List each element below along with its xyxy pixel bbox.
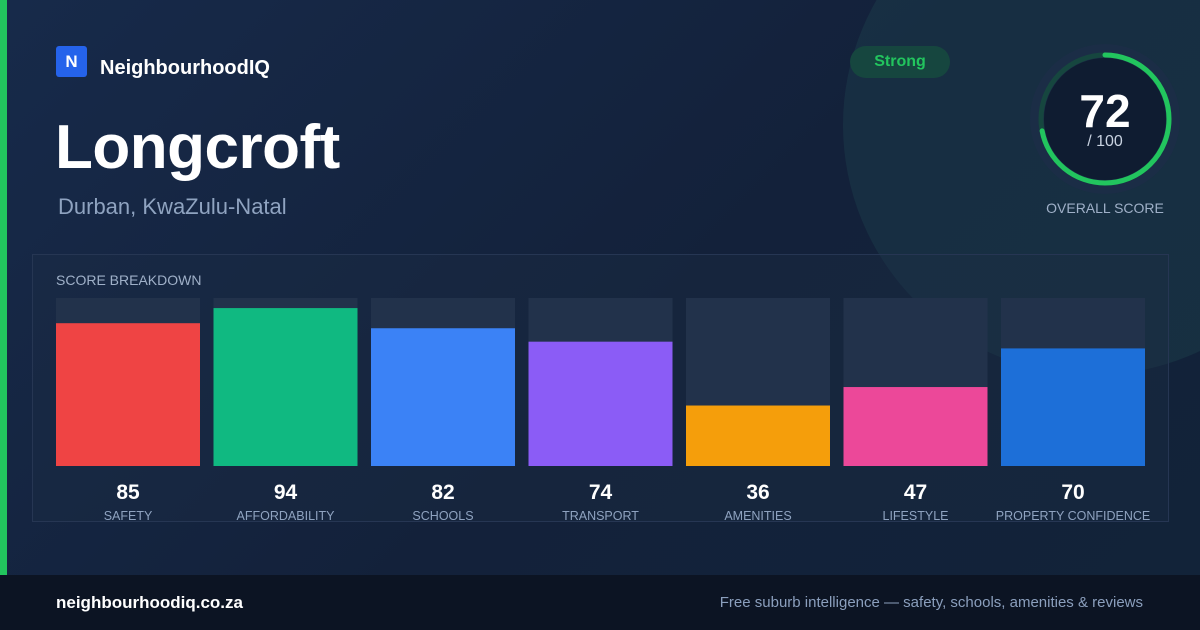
brand-name: NeighbourhoodIQ xyxy=(100,57,270,79)
bar-affordability xyxy=(213,308,358,466)
suburb-title: Longcroft xyxy=(55,113,340,182)
bar-category-label: AMENITIES xyxy=(724,509,791,523)
bar-category-label: PROPERTY CONFIDENCE xyxy=(996,509,1150,523)
bar-safety xyxy=(56,323,200,466)
bar-value-label: 36 xyxy=(746,481,769,504)
suburb-location: Durban, KwaZulu-Natal xyxy=(58,194,287,219)
bar-category-label: TRANSPORT xyxy=(562,509,639,523)
bar-property-confidence xyxy=(1001,348,1145,466)
overall-score-max: / 100 xyxy=(1087,133,1123,150)
footer-url: neighbourhoodiq.co.za xyxy=(56,593,243,612)
bar-category-label: LIFESTYLE xyxy=(883,509,949,523)
bar-category-label: SAFETY xyxy=(104,509,153,523)
bar-schools xyxy=(371,328,515,466)
footer xyxy=(0,575,1200,630)
bar-lifestyle xyxy=(843,387,988,466)
bar-category-label: AFFORDABILITY xyxy=(237,509,336,523)
bar-amenities xyxy=(686,405,830,466)
bar-value-label: 94 xyxy=(274,481,298,504)
bar-value-label: 82 xyxy=(431,481,454,504)
rating-badge: Strong xyxy=(850,46,950,78)
score-breakdown-chart: 85 SAFETY 94 AFFORDABILITY 82 SCHOOLS 74 TRANSP… xyxy=(56,298,1150,523)
brand-logo-icon: N xyxy=(56,46,87,77)
footer-tagline: Free suburb intelligence — safety, schoo… xyxy=(719,594,1143,611)
bar-category-label: SCHOOLS xyxy=(412,509,473,523)
overall-score-gauge xyxy=(1030,44,1180,194)
overall-score-value: 72 xyxy=(1079,85,1131,137)
score-breakdown-title: SCORE BREAKDOWN xyxy=(56,272,202,288)
overall-score-caption: OVERALL SCORE xyxy=(1046,200,1164,216)
gauge-inner-disc xyxy=(1044,58,1166,180)
bar-value-label: 47 xyxy=(904,481,927,504)
bar-value-label: 70 xyxy=(1061,481,1084,504)
bar-transport xyxy=(528,341,673,466)
accent-bar xyxy=(0,0,7,575)
bar-value-label: 85 xyxy=(116,481,140,504)
gauge-progress-arc xyxy=(1038,52,1172,186)
bar-value-label: 74 xyxy=(589,481,613,504)
